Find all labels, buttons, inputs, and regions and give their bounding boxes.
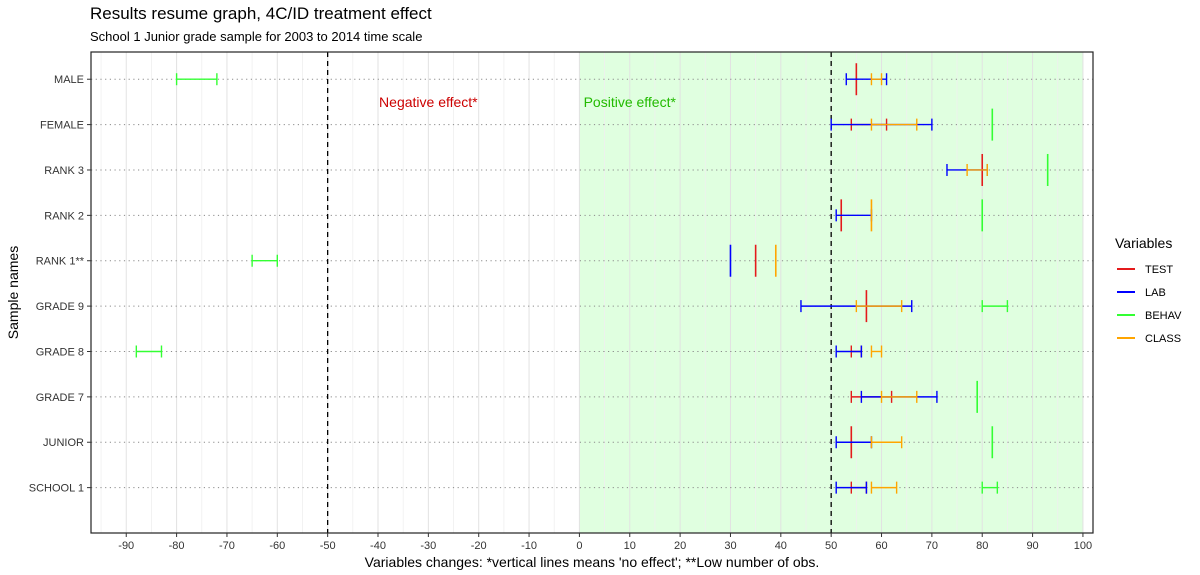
y-tick-label: GRADE 9	[36, 301, 84, 313]
x-tick-label: 20	[674, 540, 686, 552]
x-tick-label: 50	[825, 540, 837, 552]
y-tick-label: JUNIOR	[43, 437, 84, 449]
annotation-label: Negative effect*	[379, 94, 478, 110]
x-tick-label: 30	[724, 540, 736, 552]
legend-label-behav: BEHAV	[1145, 310, 1182, 322]
y-tick-label: RANK 1**	[36, 256, 85, 268]
x-tick-label: -20	[471, 540, 487, 552]
legend-label-test: TEST	[1145, 264, 1173, 276]
y-tick-label: MALE	[54, 74, 84, 86]
x-tick-label: 60	[875, 540, 887, 552]
y-tick-label: FEMALE	[40, 120, 84, 132]
x-tick-label: 70	[926, 540, 938, 552]
legend-label-class: CLASS	[1145, 333, 1181, 345]
x-tick-label: -50	[320, 540, 336, 552]
x-tick-label: -30	[420, 540, 436, 552]
y-tick-label: RANK 2	[44, 210, 84, 222]
x-tick-label: -70	[219, 540, 235, 552]
series-class	[774, 73, 988, 494]
x-tick-label: 100	[1074, 540, 1092, 552]
y-tick-label: SCHOOL 1	[29, 483, 84, 495]
x-tick-label: 10	[624, 540, 636, 552]
x-tick-label: -40	[370, 540, 386, 552]
y-axis-title: Sample names	[5, 246, 21, 339]
y-tick-label: GRADE 7	[36, 392, 84, 404]
legend-title: Variables	[1115, 235, 1172, 251]
x-tick-label: 90	[1026, 540, 1038, 552]
x-tick-label: 80	[976, 540, 988, 552]
x-tick-label: -90	[118, 540, 134, 552]
x-tick-label: -10	[521, 540, 537, 552]
plot-panel-border	[90, 51, 1094, 534]
x-tick-label: -80	[169, 540, 185, 552]
annotation-label: Positive effect*	[584, 94, 677, 110]
x-tick-label: 0	[576, 540, 582, 552]
series-behav	[135, 73, 1049, 494]
x-tick-label: 40	[775, 540, 787, 552]
chart-title: Results resume graph, 4C/ID treatment ef…	[90, 4, 432, 23]
x-tick-label: -60	[269, 540, 285, 552]
chart-subtitle: School 1 Junior grade sample for 2003 to…	[90, 29, 423, 44]
y-tick-label: RANK 3	[44, 165, 84, 177]
x-axis-title: Variables changes: *vertical lines means…	[365, 554, 820, 570]
legend-label-lab: LAB	[1145, 287, 1166, 299]
y-tick-label: GRADE 8	[36, 346, 84, 358]
